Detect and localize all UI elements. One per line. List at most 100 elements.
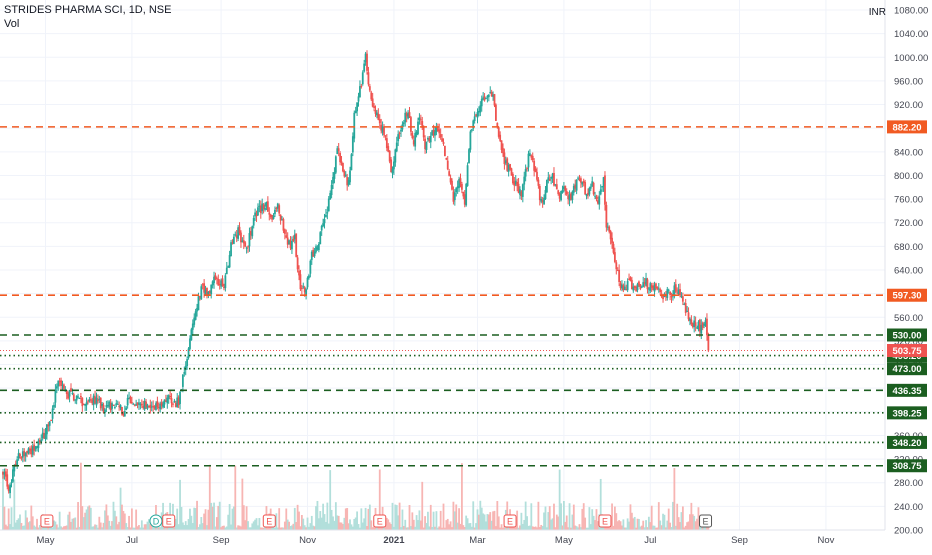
candle-body [159, 403, 162, 410]
candle-body [135, 404, 138, 406]
candle-body [410, 117, 412, 132]
volume-bar [587, 527, 589, 530]
candle [608, 225, 611, 234]
candle-body [561, 189, 564, 193]
candle [502, 143, 504, 157]
price-tick-label: 1080.00 [894, 6, 928, 17]
volume-bar [147, 519, 150, 530]
candle-body [84, 403, 87, 406]
candle-body [360, 85, 363, 87]
volume-bar [461, 463, 463, 530]
volume-bar [259, 527, 262, 530]
volume-bar [564, 521, 567, 530]
candle-body [442, 141, 445, 145]
candle-body [351, 136, 354, 153]
volume-bar [602, 525, 605, 530]
event-marker-label: E [377, 517, 383, 527]
candlesticks [2, 50, 710, 499]
volume-bar [3, 506, 6, 530]
candle [670, 292, 673, 303]
candle [615, 260, 618, 275]
candle-body [105, 405, 108, 408]
candle-body [289, 240, 292, 249]
candle [190, 327, 193, 341]
candle-body [271, 215, 274, 220]
candle [310, 250, 313, 265]
candle [429, 132, 432, 149]
level-label-text: 597.30 [892, 291, 921, 302]
volume-bar [138, 525, 140, 530]
candle-body [595, 196, 598, 199]
candle [88, 396, 91, 403]
event-marker-label: E [507, 517, 513, 527]
candle [674, 279, 677, 294]
candle [170, 393, 173, 408]
candle-body [693, 320, 696, 328]
earnings-marker: E [162, 514, 176, 528]
volume-bar [218, 501, 221, 530]
candle [587, 188, 589, 199]
volume-bar [115, 516, 118, 530]
volume-bar [585, 527, 588, 530]
volume-bar [489, 512, 492, 530]
volume-bar [157, 527, 160, 530]
candle-body [579, 178, 582, 183]
volume-bar [108, 520, 111, 530]
candle [43, 428, 45, 440]
volume-bar [24, 510, 27, 530]
candle-body [679, 289, 681, 296]
candle-body [395, 142, 398, 152]
candle-body [313, 251, 316, 257]
candle [132, 402, 135, 405]
candle-body [320, 225, 323, 231]
candle [145, 399, 147, 409]
volume-bar [63, 526, 65, 530]
dividend-marker: D [149, 514, 163, 528]
event-marker-label: D [153, 517, 160, 527]
time-axis: May Jul Sep Nov 2021 Mar May Jul Sep Nov [0, 529, 885, 550]
candle-body [12, 469, 14, 482]
candle [421, 116, 424, 130]
candle [172, 402, 174, 408]
candle-body [308, 275, 310, 279]
time-tick-label: 2021 [383, 535, 405, 546]
candle-body [701, 322, 704, 328]
volume-bar [281, 527, 283, 530]
candle [244, 241, 247, 248]
volume-bar [679, 522, 681, 530]
candle [490, 89, 493, 97]
candle [147, 405, 150, 408]
candle-body [438, 129, 441, 134]
candle [521, 183, 524, 203]
candle-body [31, 446, 34, 455]
volume-bar [310, 515, 313, 530]
candle-body [262, 204, 265, 209]
candle-body [163, 399, 166, 405]
volume-bar [204, 509, 207, 530]
level-label-text: 308.75 [892, 461, 922, 472]
candle-body [264, 208, 266, 210]
volume-bar [446, 518, 449, 530]
candle [63, 383, 65, 390]
candle-body [589, 186, 592, 189]
candle [528, 149, 531, 157]
volume-bar [540, 524, 543, 530]
candle-body [463, 194, 466, 205]
candle [29, 446, 31, 455]
candle-body [468, 149, 470, 164]
candle-body [587, 192, 589, 196]
volume-bar [571, 514, 574, 530]
candle [366, 50, 368, 75]
volume-bar [187, 519, 190, 530]
candle [337, 142, 340, 157]
volume-bar [456, 522, 459, 530]
candle-body [245, 247, 248, 249]
candle-body [126, 397, 129, 406]
candle-body [530, 155, 533, 158]
candle-body [336, 148, 339, 155]
candle-body [102, 404, 105, 413]
candle [249, 226, 252, 240]
candle-body [421, 121, 424, 128]
